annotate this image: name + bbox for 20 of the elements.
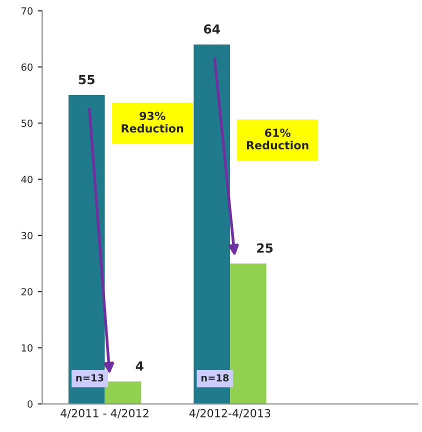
annotation: 93% Reduction [122,112,184,133]
y-tick-label: 40 [21,176,33,184]
y-tick-label: 10 [22,344,33,352]
y-tick-label: 60 [21,63,33,71]
annotation: n=18 [201,374,229,382]
y-tick-label: 0 [28,400,33,408]
annotation: 61% Reduction [246,128,308,150]
data-label: 55 [78,74,94,84]
y-tick-label: 30 [22,232,33,240]
data-label: 64 [204,24,220,34]
data-label: 4 [136,361,144,371]
y-tick-label: 20 [22,288,33,296]
bar [230,264,266,404]
annotation: n=13 [76,374,104,382]
x-tick-label: 4/2012-4/2013 [189,408,270,418]
x-tick-label: 4/2011 - 4/2012 [60,408,148,418]
bar [104,381,142,404]
y-tick-label: 50 [22,120,33,127]
data-label: 25 [257,243,273,253]
y-tick-label: 70 [22,7,33,15]
